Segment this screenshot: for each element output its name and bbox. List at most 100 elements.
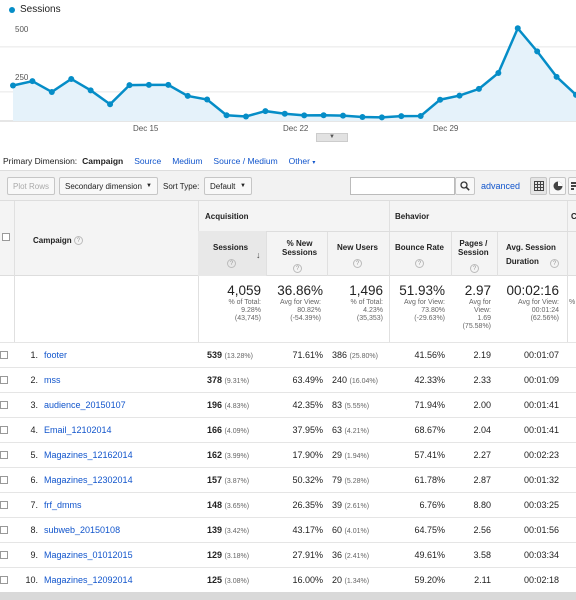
campaign-link[interactable]: Magazines_01012015 bbox=[44, 550, 133, 560]
table-row[interactable]: 9. Magazines_01012015 129 (3.18%) 27.91% 36 … bbox=[0, 542, 576, 567]
x-tick-label: Dec 15 bbox=[133, 124, 159, 133]
data-point[interactable] bbox=[29, 78, 36, 85]
data-point[interactable] bbox=[107, 101, 114, 108]
new-users-value: 386 bbox=[332, 350, 348, 360]
help-icon[interactable]: ? bbox=[73, 236, 83, 246]
table-row[interactable]: 4. Email_12102014 166 (4.09%) 37.95% 63 (4.2… bbox=[0, 417, 576, 442]
sessions-column-header[interactable]: Sessions bbox=[213, 243, 249, 252]
help-icon[interactable]: ? bbox=[415, 259, 424, 269]
table-search-input[interactable] bbox=[350, 177, 455, 195]
table-row[interactable]: 1. footer 539 (13.28%) 71.61% 386 (25.80%) 41… bbox=[0, 342, 576, 367]
avg-session-duration-cell: 00:01:32 bbox=[523, 475, 559, 485]
campaign-link[interactable]: frf_dmms bbox=[44, 500, 82, 510]
table-row[interactable]: 10. Magazines_12092014 125 (3.08%) 16.00% 20… bbox=[0, 567, 576, 592]
data-point[interactable] bbox=[281, 110, 288, 117]
pages-session-column-header[interactable]: Pages / Session bbox=[458, 239, 489, 257]
help-icon[interactable]: ? bbox=[470, 264, 479, 274]
view-pie-button[interactable] bbox=[549, 177, 566, 195]
new-users-column-header[interactable]: New Users bbox=[337, 243, 378, 252]
new-sessions-cell: 43.17% bbox=[292, 525, 323, 535]
table-row[interactable]: 3. audience_20150107 196 (4.83%) 42.35% 83 (… bbox=[0, 392, 576, 417]
search-button[interactable] bbox=[455, 177, 475, 195]
data-point[interactable] bbox=[10, 82, 16, 89]
chart-collapse-handle[interactable]: ▼ bbox=[316, 133, 348, 142]
sort-type-dropdown[interactable]: Default ▼ bbox=[204, 177, 252, 195]
help-icon[interactable]: ? bbox=[353, 259, 362, 269]
campaign-link[interactable]: audience_20150107 bbox=[44, 400, 126, 410]
dimension-other[interactable]: Other ▾ bbox=[289, 156, 316, 166]
bounce-rate-column-header[interactable]: Bounce Rate bbox=[395, 243, 444, 252]
data-point[interactable] bbox=[553, 73, 560, 80]
table-row[interactable]: 8. subweb_20150108 139 (3.42%) 43.17% 60 (4.… bbox=[0, 517, 576, 542]
data-point[interactable] bbox=[456, 92, 463, 99]
row-checkbox[interactable] bbox=[0, 451, 8, 459]
row-checkbox[interactable] bbox=[0, 526, 8, 534]
bounce-rate-cell: 71.94% bbox=[414, 400, 445, 410]
row-checkbox[interactable] bbox=[0, 476, 8, 484]
new-sessions-column-header[interactable]: % New Sessions bbox=[282, 239, 317, 257]
data-point[interactable] bbox=[48, 88, 55, 95]
row-checkbox[interactable] bbox=[0, 351, 8, 359]
row-checkbox[interactable] bbox=[0, 426, 8, 434]
row-checkbox[interactable] bbox=[0, 551, 8, 559]
data-point[interactable] bbox=[87, 87, 94, 94]
horizontal-scrollbar[interactable] bbox=[0, 592, 576, 600]
dimension-medium[interactable]: Medium bbox=[172, 156, 203, 166]
row-checkbox[interactable] bbox=[0, 401, 8, 409]
plot-rows-button[interactable]: Plot Rows bbox=[7, 177, 55, 195]
data-point[interactable] bbox=[145, 81, 152, 88]
bounce-rate-cell: 42.33% bbox=[414, 375, 445, 385]
data-point[interactable] bbox=[417, 112, 424, 119]
data-point[interactable] bbox=[475, 85, 482, 92]
data-point[interactable] bbox=[301, 112, 308, 119]
secondary-dimension-dropdown[interactable]: Secondary dimension ▼ bbox=[59, 177, 158, 195]
sessions-chart: Sessions 500 250 Dec 15 Dec 22 Dec 29 ▼ bbox=[0, 0, 576, 142]
data-point[interactable] bbox=[398, 113, 405, 120]
help-icon[interactable]: ? bbox=[293, 264, 302, 274]
avg-session-duration-column-header[interactable]: Avg. Session Duration bbox=[506, 243, 556, 266]
campaign-link[interactable]: Magazines_12162014 bbox=[44, 450, 133, 460]
data-point[interactable] bbox=[437, 96, 444, 103]
data-point[interactable] bbox=[320, 112, 327, 119]
row-checkbox[interactable] bbox=[0, 501, 8, 509]
data-point[interactable] bbox=[495, 70, 502, 77]
campaign-link[interactable]: subweb_20150108 bbox=[44, 525, 121, 535]
dimension-source-medium[interactable]: Source / Medium bbox=[213, 156, 278, 166]
row-checkbox[interactable] bbox=[0, 576, 8, 584]
help-icon[interactable]: ? bbox=[227, 259, 236, 269]
data-point[interactable] bbox=[378, 114, 385, 121]
campaign-link[interactable]: Email_12102014 bbox=[44, 425, 112, 435]
data-point[interactable] bbox=[359, 114, 366, 121]
table-row[interactable]: 7. frf_dmms 148 (3.65%) 26.35% 39 (2.61%) 6.7… bbox=[0, 492, 576, 517]
new-users-percent: (5.55%) bbox=[344, 403, 370, 410]
campaign-link[interactable]: Magazines_12092014 bbox=[44, 575, 133, 585]
data-point[interactable] bbox=[340, 112, 347, 119]
data-point[interactable] bbox=[573, 91, 576, 98]
help-icon[interactable]: ? bbox=[550, 259, 559, 269]
select-all-checkbox[interactable] bbox=[2, 233, 10, 241]
data-point[interactable] bbox=[126, 82, 133, 89]
advanced-filter-link[interactable]: advanced bbox=[481, 181, 521, 191]
data-point[interactable] bbox=[204, 96, 211, 103]
campaign-link[interactable]: footer bbox=[44, 350, 68, 360]
dimension-source[interactable]: Source bbox=[134, 156, 162, 166]
table-row[interactable]: 6. Magazines_12302014 157 (3.87%) 50.32% 79 … bbox=[0, 467, 576, 492]
dimension-campaign[interactable]: Campaign bbox=[82, 156, 124, 166]
table-row[interactable]: 2. mss 378 (9.31%) 63.49% 240 (16.04%) 42.33%… bbox=[0, 367, 576, 392]
row-number: 10. bbox=[25, 575, 38, 585]
view-table-button[interactable] bbox=[530, 177, 547, 195]
data-point[interactable] bbox=[514, 25, 521, 32]
data-point[interactable] bbox=[534, 48, 541, 55]
campaign-column-header[interactable]: Campaign ? bbox=[33, 236, 83, 246]
data-point[interactable] bbox=[242, 113, 249, 120]
data-point[interactable] bbox=[184, 92, 191, 99]
data-point[interactable] bbox=[165, 81, 172, 88]
data-point[interactable] bbox=[262, 108, 269, 115]
row-checkbox[interactable] bbox=[0, 376, 8, 384]
view-bar-button[interactable] bbox=[568, 177, 576, 195]
table-row[interactable]: 5. Magazines_12162014 162 (3.99%) 17.90% 29 … bbox=[0, 442, 576, 467]
campaign-link[interactable]: mss bbox=[44, 375, 61, 385]
data-point[interactable] bbox=[68, 75, 75, 82]
campaign-link[interactable]: Magazines_12302014 bbox=[44, 475, 133, 485]
data-point[interactable] bbox=[223, 112, 230, 119]
